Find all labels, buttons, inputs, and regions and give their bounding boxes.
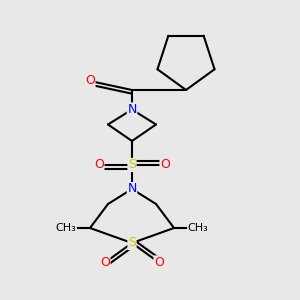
Text: N: N (127, 103, 137, 116)
Text: O: O (100, 256, 110, 269)
Text: S: S (128, 236, 136, 250)
Text: O: O (160, 158, 170, 172)
Text: O: O (94, 158, 104, 172)
Text: CH₃: CH₃ (188, 223, 208, 233)
Text: O: O (85, 74, 95, 88)
Text: O: O (154, 256, 164, 269)
Text: CH₃: CH₃ (56, 223, 76, 233)
Text: S: S (128, 158, 136, 172)
Text: N: N (127, 182, 137, 196)
